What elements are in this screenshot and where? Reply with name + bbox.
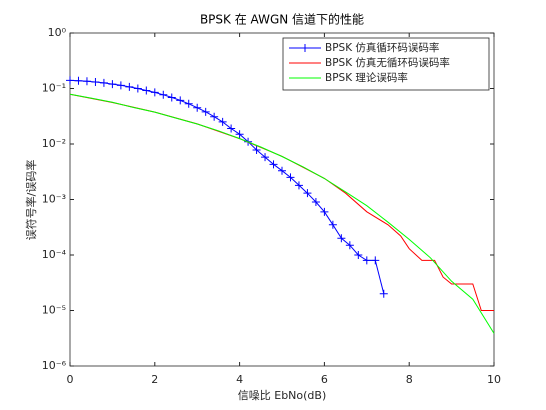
point-marker bbox=[286, 173, 295, 182]
point-marker bbox=[354, 251, 363, 259]
point-marker bbox=[201, 107, 210, 116]
point-marker bbox=[303, 189, 312, 198]
point-marker bbox=[328, 220, 337, 229]
point-marker bbox=[278, 166, 286, 175]
point-marker bbox=[235, 130, 244, 139]
x-tick-label: 10 bbox=[487, 373, 501, 386]
point-marker bbox=[362, 256, 371, 265]
point-marker bbox=[184, 99, 193, 108]
y-tick-label: 10⁻¹ bbox=[42, 82, 66, 95]
point-marker bbox=[269, 160, 278, 169]
point-marker bbox=[193, 103, 202, 112]
point-marker bbox=[150, 88, 159, 97]
legend-marker bbox=[301, 44, 309, 52]
x-tick-label: 4 bbox=[236, 373, 243, 386]
legend-box bbox=[282, 37, 490, 91]
point-marker bbox=[320, 207, 329, 216]
point-marker bbox=[116, 81, 125, 90]
point-marker bbox=[133, 84, 142, 93]
point-marker bbox=[159, 90, 168, 99]
point-marker bbox=[371, 256, 380, 265]
point-marker bbox=[167, 93, 176, 102]
y-axis-label: 误符号率/误码率 bbox=[24, 160, 38, 241]
point-marker bbox=[74, 76, 83, 85]
point-marker bbox=[261, 153, 270, 162]
y-tick-label: 10⁻² bbox=[42, 137, 66, 150]
x-tick-label: 0 bbox=[67, 373, 74, 386]
x-tick-label: 2 bbox=[151, 373, 158, 386]
y-tick-label: 10⁰ bbox=[48, 26, 67, 39]
legend-label: BPSK 理论误码率 bbox=[325, 71, 408, 84]
point-marker bbox=[311, 198, 320, 207]
point-marker bbox=[176, 96, 185, 105]
point-marker bbox=[91, 77, 100, 86]
point-marker bbox=[108, 80, 117, 89]
series-line bbox=[69, 93, 495, 334]
point-marker bbox=[294, 181, 303, 190]
x-tick-label: 6 bbox=[321, 373, 328, 386]
point-marker bbox=[218, 117, 227, 126]
point-marker bbox=[345, 241, 354, 250]
legend-label: BPSK 仿真循环码误码率 bbox=[325, 41, 439, 54]
x-axis-label: 信噪比 EbNo(dB) bbox=[238, 389, 327, 402]
point-marker bbox=[142, 86, 151, 95]
point-marker bbox=[82, 77, 91, 86]
y-tick-label: 10⁻⁶ bbox=[42, 359, 67, 372]
chart-title: BPSK 在 AWGN 信道下的性能 bbox=[200, 12, 364, 27]
legend-label: BPSK 仿真无循环码误码率 bbox=[325, 56, 450, 69]
point-marker bbox=[337, 234, 346, 243]
point-marker bbox=[210, 112, 219, 121]
y-tick-label: 10⁻³ bbox=[42, 193, 66, 206]
x-tick-label: 8 bbox=[406, 373, 413, 386]
y-tick-label: 10⁻⁵ bbox=[42, 304, 66, 317]
point-marker bbox=[252, 145, 261, 154]
y-tick-label: 10⁻⁴ bbox=[42, 248, 67, 261]
point-marker bbox=[227, 124, 236, 133]
point-marker bbox=[99, 78, 108, 87]
point-marker bbox=[379, 289, 388, 298]
point-marker bbox=[125, 82, 134, 91]
point-marker bbox=[66, 76, 74, 85]
